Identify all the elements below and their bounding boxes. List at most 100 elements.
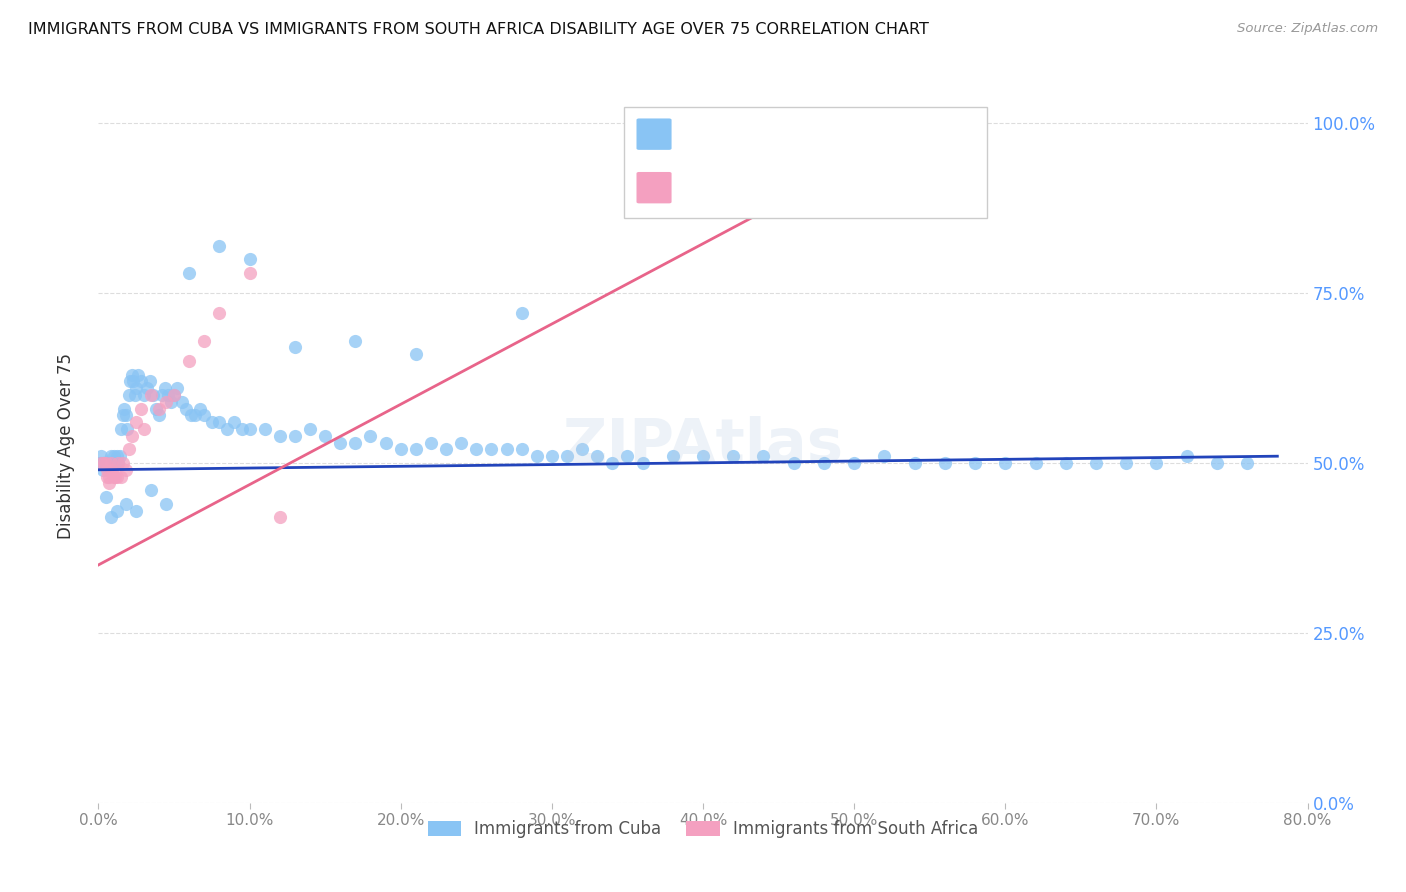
Point	[111, 409, 134, 423]
Point	[96, 463, 118, 477]
Point	[360, 429, 382, 443]
Point	[90, 456, 112, 470]
Text: R = 0.059: R = 0.059	[682, 127, 759, 142]
Point	[105, 469, 128, 483]
Point	[148, 409, 170, 423]
Point	[100, 510, 122, 524]
FancyBboxPatch shape	[624, 107, 987, 218]
Text: IMMIGRANTS FROM CUBA VS IMMIGRANTS FROM SOUTH AFRICA DISABILITY AGE OVER 75 CORR: IMMIGRANTS FROM CUBA VS IMMIGRANTS FROM …	[28, 22, 929, 37]
Point	[94, 490, 117, 504]
Point	[344, 435, 367, 450]
Point	[374, 435, 396, 450]
Point	[93, 456, 115, 470]
Text: R = 0.601: R = 0.601	[682, 180, 759, 195]
Point	[93, 456, 115, 470]
Point	[193, 409, 215, 423]
Point	[104, 469, 127, 483]
Point	[224, 415, 246, 429]
Point	[253, 422, 276, 436]
Point	[783, 456, 806, 470]
Point	[994, 456, 1017, 470]
Text: ZIPAtlas: ZIPAtlas	[562, 417, 844, 475]
Point	[314, 429, 336, 443]
Point	[170, 394, 193, 409]
Point	[101, 456, 124, 470]
Point	[94, 456, 117, 470]
Point	[145, 401, 167, 416]
Point	[114, 409, 136, 423]
Point	[631, 456, 654, 470]
Point	[405, 347, 427, 361]
Point	[103, 449, 125, 463]
Y-axis label: Disability Age Over 75: Disability Age Over 75	[56, 353, 75, 539]
Point	[118, 442, 141, 457]
Point	[692, 449, 714, 463]
Point	[96, 456, 118, 470]
Point	[284, 429, 307, 443]
Point	[918, 116, 941, 130]
Point	[526, 449, 548, 463]
Point	[104, 456, 127, 470]
Point	[1206, 456, 1229, 470]
Point	[129, 375, 152, 389]
Point	[155, 394, 177, 409]
Point	[571, 442, 593, 457]
Point	[904, 456, 927, 470]
Point	[723, 449, 745, 463]
Point	[1024, 456, 1046, 470]
Point	[239, 252, 262, 266]
Point	[420, 435, 443, 450]
Text: Source: ZipAtlas.com: Source: ZipAtlas.com	[1237, 22, 1378, 36]
Point	[616, 449, 638, 463]
Point	[94, 456, 117, 470]
Point	[405, 442, 427, 457]
Point	[344, 334, 367, 348]
Point	[965, 456, 987, 470]
Point	[132, 422, 155, 436]
Point	[450, 435, 472, 450]
Point	[163, 388, 186, 402]
Point	[201, 415, 224, 429]
Point	[108, 449, 131, 463]
Point	[174, 401, 197, 416]
Point	[752, 449, 775, 463]
Point	[129, 401, 152, 416]
Point	[934, 456, 956, 470]
Point	[132, 388, 155, 402]
Point	[120, 375, 142, 389]
Point	[166, 381, 188, 395]
Point	[215, 422, 238, 436]
Point	[1054, 456, 1077, 470]
Point	[98, 469, 121, 483]
Point	[98, 456, 121, 470]
Point	[179, 354, 201, 368]
Point	[873, 449, 896, 463]
Point	[107, 456, 129, 470]
Point	[100, 456, 122, 470]
Point	[208, 306, 231, 320]
Point	[89, 456, 111, 470]
Point	[101, 463, 124, 477]
Point	[115, 422, 138, 436]
Point	[284, 341, 307, 355]
Point	[104, 456, 127, 470]
Point	[98, 456, 121, 470]
Point	[148, 401, 170, 416]
Point	[184, 409, 207, 423]
Point	[127, 368, 149, 382]
Point	[193, 334, 215, 348]
Point	[139, 375, 162, 389]
Text: N = 122: N = 122	[848, 127, 911, 142]
Point	[135, 381, 157, 395]
Point	[239, 266, 262, 280]
Point	[844, 456, 866, 470]
Point	[602, 456, 624, 470]
Point	[107, 456, 129, 470]
Point	[100, 449, 122, 463]
Point	[586, 449, 609, 463]
Point	[96, 469, 118, 483]
Point	[90, 456, 112, 470]
Point	[155, 497, 177, 511]
Point	[90, 449, 112, 463]
Point	[110, 469, 132, 483]
